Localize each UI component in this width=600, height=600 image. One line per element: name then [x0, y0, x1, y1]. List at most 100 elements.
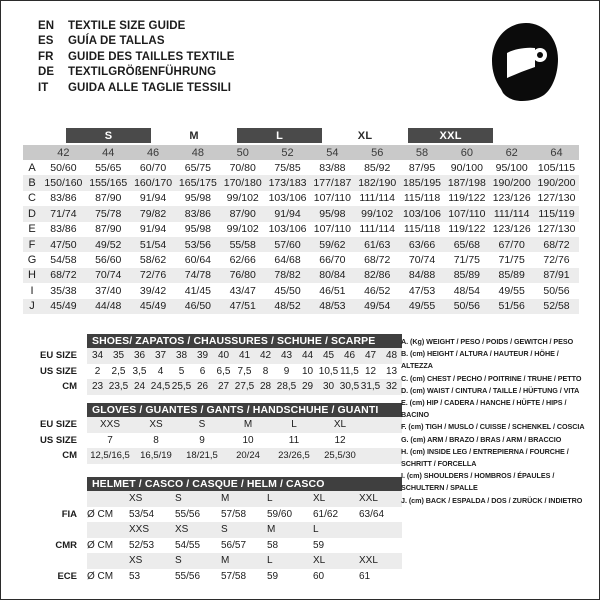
measurement-cell: 58/62 — [139, 254, 167, 267]
table-row: B 150/160 155/165 160/170 165/175 170/180 173/… — [23, 175, 579, 191]
shoes-cell: 12 — [364, 365, 377, 377]
measurement-cell: 80/84 — [319, 269, 346, 282]
helmet-size-cell: S — [221, 524, 228, 536]
measurement-cell: 65/75 — [184, 161, 212, 174]
measurement-cell: 119/122 — [448, 192, 486, 205]
helmet-value-row: CMR Ø CM 52/53 54/55 56/57 58 59 — [55, 537, 402, 553]
shoes-cell: 3,5 — [132, 365, 147, 377]
helmet-value-cell: 55/56 — [175, 508, 201, 520]
measurement-cell: 185/195 — [403, 177, 442, 190]
helmet-value-cell: 63/64 — [359, 508, 385, 520]
measurement-cell: 71/74 — [50, 207, 77, 220]
size-number-cell: 50 — [236, 146, 249, 159]
measurement-cell: 127/130 — [537, 192, 576, 205]
measurement-cell: 190/200 — [537, 177, 576, 190]
gloves-rows: EU SIZE XXS XS S M L XL US SIZE 7 8 9 10 11 12 CM 12,5/… — [40, 417, 402, 464]
gloves-cell: 7 — [107, 434, 113, 446]
legend-item: B. (cm) HEIGHT / ALTURA / HAUTEUR / HÖHE… — [401, 349, 559, 371]
measurement-cell: 155/165 — [89, 177, 128, 190]
helmet-size-row: XS S M L XL XXL — [87, 553, 402, 569]
measurement-cell: 49/55 — [498, 284, 525, 297]
shoes-cell: 29 — [301, 381, 314, 393]
shoes-section-title: SHOES/ ZAPATOS / CHAUSSURES / SCHUHE / S… — [87, 334, 402, 348]
measurement-cell: 105/115 — [537, 161, 576, 174]
measurement-cell: 62/66 — [229, 254, 256, 267]
measurement-cell: 107/110 — [448, 207, 486, 220]
measurement-row-label: D — [28, 207, 36, 220]
measurement-cell: 95/100 — [495, 161, 528, 174]
measurement-cell: 59/62 — [319, 238, 346, 251]
measurement-table: A 50/60 55/65 60/70 65/75 70/80 75/85 83/88 85/9… — [23, 160, 579, 314]
gloves-cell: 18/21,5 — [186, 450, 218, 462]
helmet-value-cell: 60 — [313, 570, 325, 582]
size-number-cell: 48 — [191, 146, 205, 159]
shoes-row-label: US SIZE — [40, 365, 77, 377]
measurement-cell: 111/114 — [493, 207, 530, 220]
measurement-cell: 68/72 — [364, 254, 391, 267]
measurement-cell: 187/198 — [447, 177, 486, 190]
shoes-row-cells: 23 23,5 24 24,5 25,5 26 27 27,5 28 28,5 29 30 30,5 31… — [87, 381, 402, 392]
gloves-cell: XXS — [99, 419, 120, 431]
language-label: GUIDE DES TAILLES TEXTILE — [68, 50, 235, 63]
measurement-cell: 49/52 — [95, 238, 122, 251]
shoes-cell: 45 — [322, 350, 335, 362]
measurement-cell: 115/119 — [538, 207, 575, 220]
helmet-value-cell: 52/53 — [129, 539, 155, 551]
measurement-row-label: H — [28, 269, 36, 282]
helmet-unit-label: Ø CM — [87, 508, 114, 520]
legend-item: D. (cm) WAIST / CINTURA / TAILLE / HÜFTU… — [401, 385, 580, 395]
shoes-row-label: EU SIZE — [40, 350, 77, 362]
table-row: E 83/86 87/90 91/94 95/98 99/102 103/106 107/11… — [23, 221, 579, 237]
measurement-cell: 39/42 — [139, 284, 167, 297]
helmet-standard-label: FIA — [61, 508, 77, 520]
shoes-cell: 4 — [157, 365, 164, 377]
measurement-cell: 173/183 — [268, 177, 307, 190]
measurement-cell: 87/91 — [543, 269, 570, 282]
gloves-row-label: US SIZE — [40, 434, 77, 446]
measurement-cell: 53/56 — [184, 238, 212, 251]
table-row: F 47/50 49/52 51/54 53/56 55/58 57/60 59/62 61/6… — [23, 236, 579, 253]
helmet-size-cell: XS — [175, 524, 189, 536]
measurement-cell: 85/89 — [453, 269, 480, 282]
shoes-cell: 9 — [283, 365, 290, 377]
measurement-cell: 119/122 — [448, 223, 486, 236]
helmet-value-cell: 54/55 — [175, 539, 201, 551]
shoes-cell: 31,5 — [360, 381, 381, 393]
helmet-size-cell: XL — [313, 555, 326, 567]
size-number-cell: 58 — [415, 146, 429, 159]
language-row: IT GUIDA ALLE TAGLIE TESSILI — [38, 81, 235, 96]
size-band-xl: XL — [357, 129, 373, 142]
helmet-size-cells: XXS XS S M L — [87, 524, 405, 535]
measurement-cell: 55/65 — [95, 161, 122, 174]
helmet-value-cell: 53 — [129, 570, 141, 582]
measurement-row-label: I — [30, 284, 34, 297]
measurement-cell: 91/94 — [139, 223, 167, 236]
helmet-value-cell: 57/58 — [221, 508, 247, 520]
helmet-size-cell: XXS — [129, 524, 150, 536]
measurement-cell: 46/52 — [364, 284, 391, 297]
gloves-row-cells: 12,5/16,5 16,5/19 18/21,5 20/24 23/26,5 25,5/… — [87, 450, 402, 461]
measurement-row-label: E — [28, 223, 36, 236]
size-number-cell: 56 — [371, 146, 384, 159]
helmet-size-cell: XXL — [359, 555, 378, 567]
measurement-row-label: G — [27, 254, 37, 267]
helmet-size-cell: M — [221, 493, 230, 505]
language-label: TEXTILE SIZE GUIDE — [68, 20, 186, 32]
helmet-unit-label: Ø CM — [87, 539, 114, 551]
shoes-cell: 25,5 — [171, 381, 192, 393]
measurement-cell: 49/55 — [408, 300, 436, 313]
shoes-cell: 42 — [259, 350, 272, 362]
language-label: GUÍA DE TALLAS — [68, 35, 165, 48]
shoes-cell: 46 — [343, 350, 356, 362]
shoes-cell: 26 — [196, 381, 209, 393]
measurement-cell: 52/58 — [543, 300, 570, 313]
helmet-section: HELMET / CASCO / CASQUE / HELM / CASCO X… — [55, 477, 405, 584]
language-code: ES — [38, 35, 54, 48]
size-number-row: 42 44 46 48 50 52 54 56 58 60 62 64 — [23, 145, 579, 160]
shoes-rows: EU SIZE 34 35 36 37 38 39 40 41 42 43 44 45 46 47 48 US … — [40, 348, 402, 395]
shoes-row-cells: 2 2,5 3,5 4 5 6 6,5 7,5 8 9 10 10,5 11,5 12 13 — [87, 366, 402, 377]
legend-item: J. (cm) BACK / ESPALDA / DOS / ZURÜCK / … — [401, 495, 583, 505]
table-row: H 68/72 70/74 72/76 74/78 76/80 78/82 80/84 82/8… — [23, 267, 579, 284]
size-number-cell: 44 — [102, 146, 115, 159]
measurement-cell: 150/160 — [44, 177, 83, 190]
